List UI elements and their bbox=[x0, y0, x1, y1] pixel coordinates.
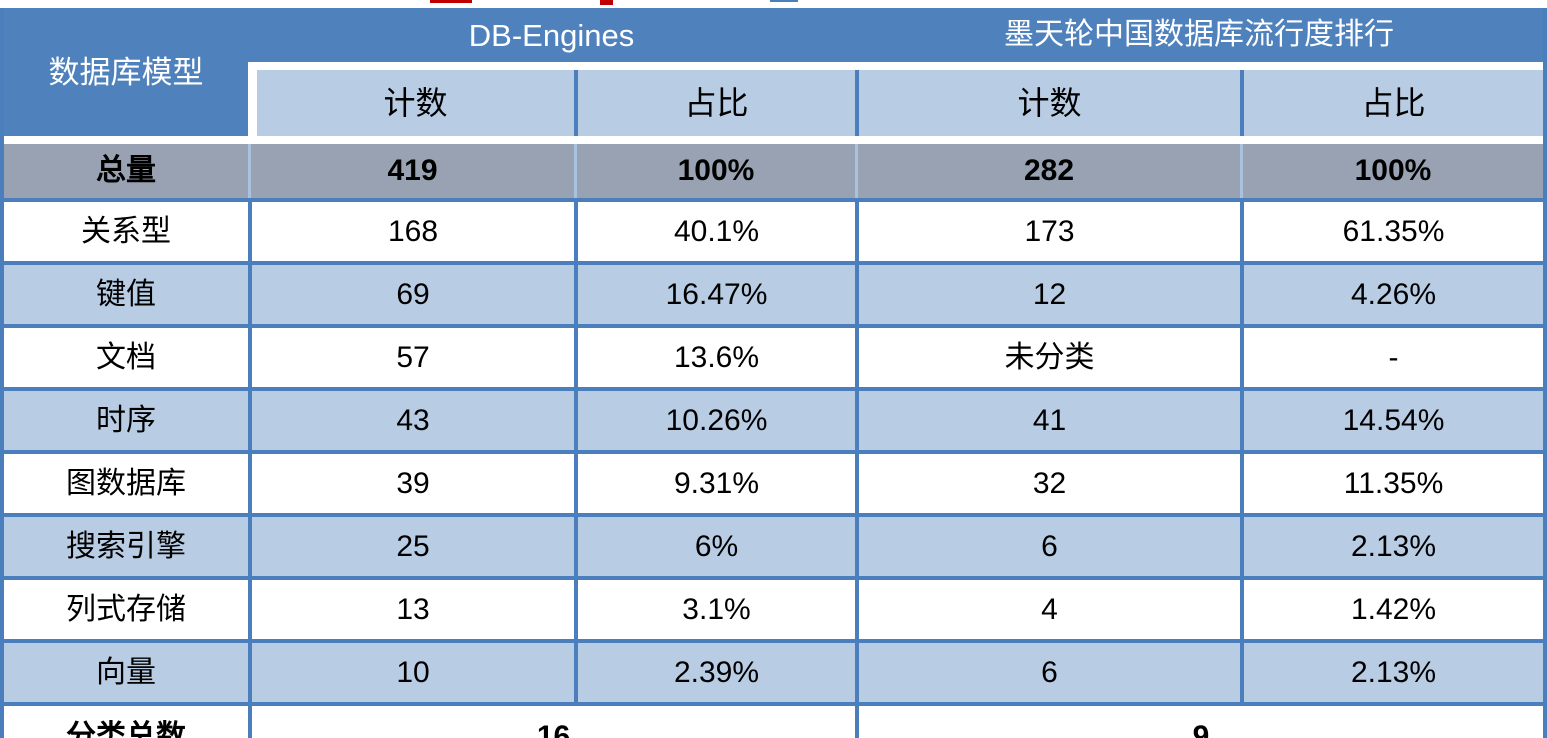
cell-dbengines-share: 6% bbox=[574, 517, 855, 576]
row-label: 键值 bbox=[4, 265, 248, 324]
crop-artifact-red-line bbox=[430, 0, 472, 3]
subheader-dbengines-count: 计数 bbox=[257, 70, 574, 136]
row-label: 搜索引擎 bbox=[4, 517, 248, 576]
header-subrow: 计数 占比 计数 占比 bbox=[248, 70, 1543, 136]
row-label: 列式存储 bbox=[4, 580, 248, 639]
cell-motianlun-share: 100% bbox=[1240, 144, 1543, 198]
cell-dbengines-count: 13 bbox=[248, 580, 574, 639]
row-label: 文档 bbox=[4, 328, 248, 387]
cell-dbengines-share: 16.47% bbox=[574, 265, 855, 324]
header-gap bbox=[248, 62, 1543, 70]
cell-motianlun-count: 6 bbox=[855, 643, 1240, 702]
cell-dbengines-count: 69 bbox=[248, 265, 574, 324]
cell-motianlun-share: 2.13% bbox=[1240, 643, 1543, 702]
cell-motianlun-count: 32 bbox=[855, 454, 1240, 513]
row-label: 关系型 bbox=[4, 202, 248, 261]
crop-artifact-blue-mark bbox=[770, 0, 798, 2]
cell-motianlun-share: 14.54% bbox=[1240, 391, 1543, 450]
table-row-graph: 图数据库 39 9.31% 32 11.35% bbox=[4, 450, 1543, 513]
table-row-search-engine: 搜索引擎 25 6% 6 2.13% bbox=[4, 513, 1543, 576]
cell-dbengines-count: 43 bbox=[248, 391, 574, 450]
cell-motianlun-count: 未分类 bbox=[855, 328, 1240, 387]
cell-dbengines-count: 10 bbox=[248, 643, 574, 702]
cell-motianlun-share: 61.35% bbox=[1240, 202, 1543, 261]
table-row-time-series: 时序 43 10.26% 41 14.54% bbox=[4, 387, 1543, 450]
cell-motianlun-count: 41 bbox=[855, 391, 1240, 450]
cell-dbengines-share: 100% bbox=[574, 144, 855, 198]
cell-motianlun-count: 173 bbox=[855, 202, 1240, 261]
cell-motianlun-count: 12 bbox=[855, 265, 1240, 324]
cell-dbengines-share: 13.6% bbox=[574, 328, 855, 387]
cell-motianlun-share: 2.13% bbox=[1240, 517, 1543, 576]
table-row-key-value: 键值 69 16.47% 12 4.26% bbox=[4, 261, 1543, 324]
row-label: 总量 bbox=[4, 144, 248, 198]
cell-dbengines-share: 10.26% bbox=[574, 391, 855, 450]
row-label: 图数据库 bbox=[4, 454, 248, 513]
cell-motianlun-count: 4 bbox=[855, 580, 1240, 639]
cell-dbengines-count: 168 bbox=[248, 202, 574, 261]
cell-dbengines-count: 57 bbox=[248, 328, 574, 387]
cell-motianlun-share: 1.42% bbox=[1240, 580, 1543, 639]
header-right-block: DB-Engines 墨天轮中国数据库流行度排行 计数 占比 计数 占比 bbox=[248, 8, 1543, 136]
header-model-column: 数据库模型 bbox=[4, 8, 248, 136]
database-model-comparison-table: 数据库模型 DB-Engines 墨天轮中国数据库流行度排行 计数 占比 计数 … bbox=[0, 8, 1547, 738]
cell-dbengines-category-total: 16 bbox=[248, 706, 855, 738]
subheader-dbengines-share: 占比 bbox=[574, 70, 855, 136]
header-group-row: DB-Engines 墨天轮中国数据库流行度排行 bbox=[248, 8, 1543, 62]
cell-motianlun-share: 11.35% bbox=[1240, 454, 1543, 513]
cell-dbengines-count: 39 bbox=[248, 454, 574, 513]
table-row-category-total: 分类总数 16 9 bbox=[4, 702, 1543, 738]
column-group-db-engines: DB-Engines bbox=[468, 17, 635, 53]
cell-dbengines-count: 25 bbox=[248, 517, 574, 576]
cell-dbengines-count: 419 bbox=[248, 144, 574, 198]
table-row-relational: 关系型 168 40.1% 173 61.35% bbox=[4, 198, 1543, 261]
cell-dbengines-share: 9.31% bbox=[574, 454, 855, 513]
row-label: 分类总数 bbox=[4, 706, 248, 738]
table-row-vector: 向量 10 2.39% 6 2.13% bbox=[4, 639, 1543, 702]
column-group-motianlun: 墨天轮中国数据库流行度排行 bbox=[1004, 18, 1394, 51]
table-row-document: 文档 57 13.6% 未分类 - bbox=[4, 324, 1543, 387]
header-body-gap bbox=[4, 136, 1543, 144]
cell-motianlun-category-total: 9 bbox=[855, 706, 1543, 738]
row-label: 向量 bbox=[4, 643, 248, 702]
cell-motianlun-count: 6 bbox=[855, 517, 1240, 576]
crop-artifact-red-mark bbox=[600, 0, 613, 5]
table-header: 数据库模型 DB-Engines 墨天轮中国数据库流行度排行 计数 占比 计数 … bbox=[4, 8, 1543, 136]
row-label: 时序 bbox=[4, 391, 248, 450]
subheader-motianlun-count: 计数 bbox=[855, 70, 1240, 136]
cell-dbengines-share: 40.1% bbox=[574, 202, 855, 261]
cell-motianlun-share: - bbox=[1240, 328, 1543, 387]
cell-dbengines-share: 2.39% bbox=[574, 643, 855, 702]
cell-motianlun-share: 4.26% bbox=[1240, 265, 1543, 324]
table-row-columnar: 列式存储 13 3.1% 4 1.42% bbox=[4, 576, 1543, 639]
subheader-motianlun-share: 占比 bbox=[1240, 70, 1543, 136]
table-row-total: 总量 419 100% 282 100% bbox=[4, 144, 1543, 198]
cell-dbengines-share: 3.1% bbox=[574, 580, 855, 639]
cell-motianlun-count: 282 bbox=[855, 144, 1240, 198]
